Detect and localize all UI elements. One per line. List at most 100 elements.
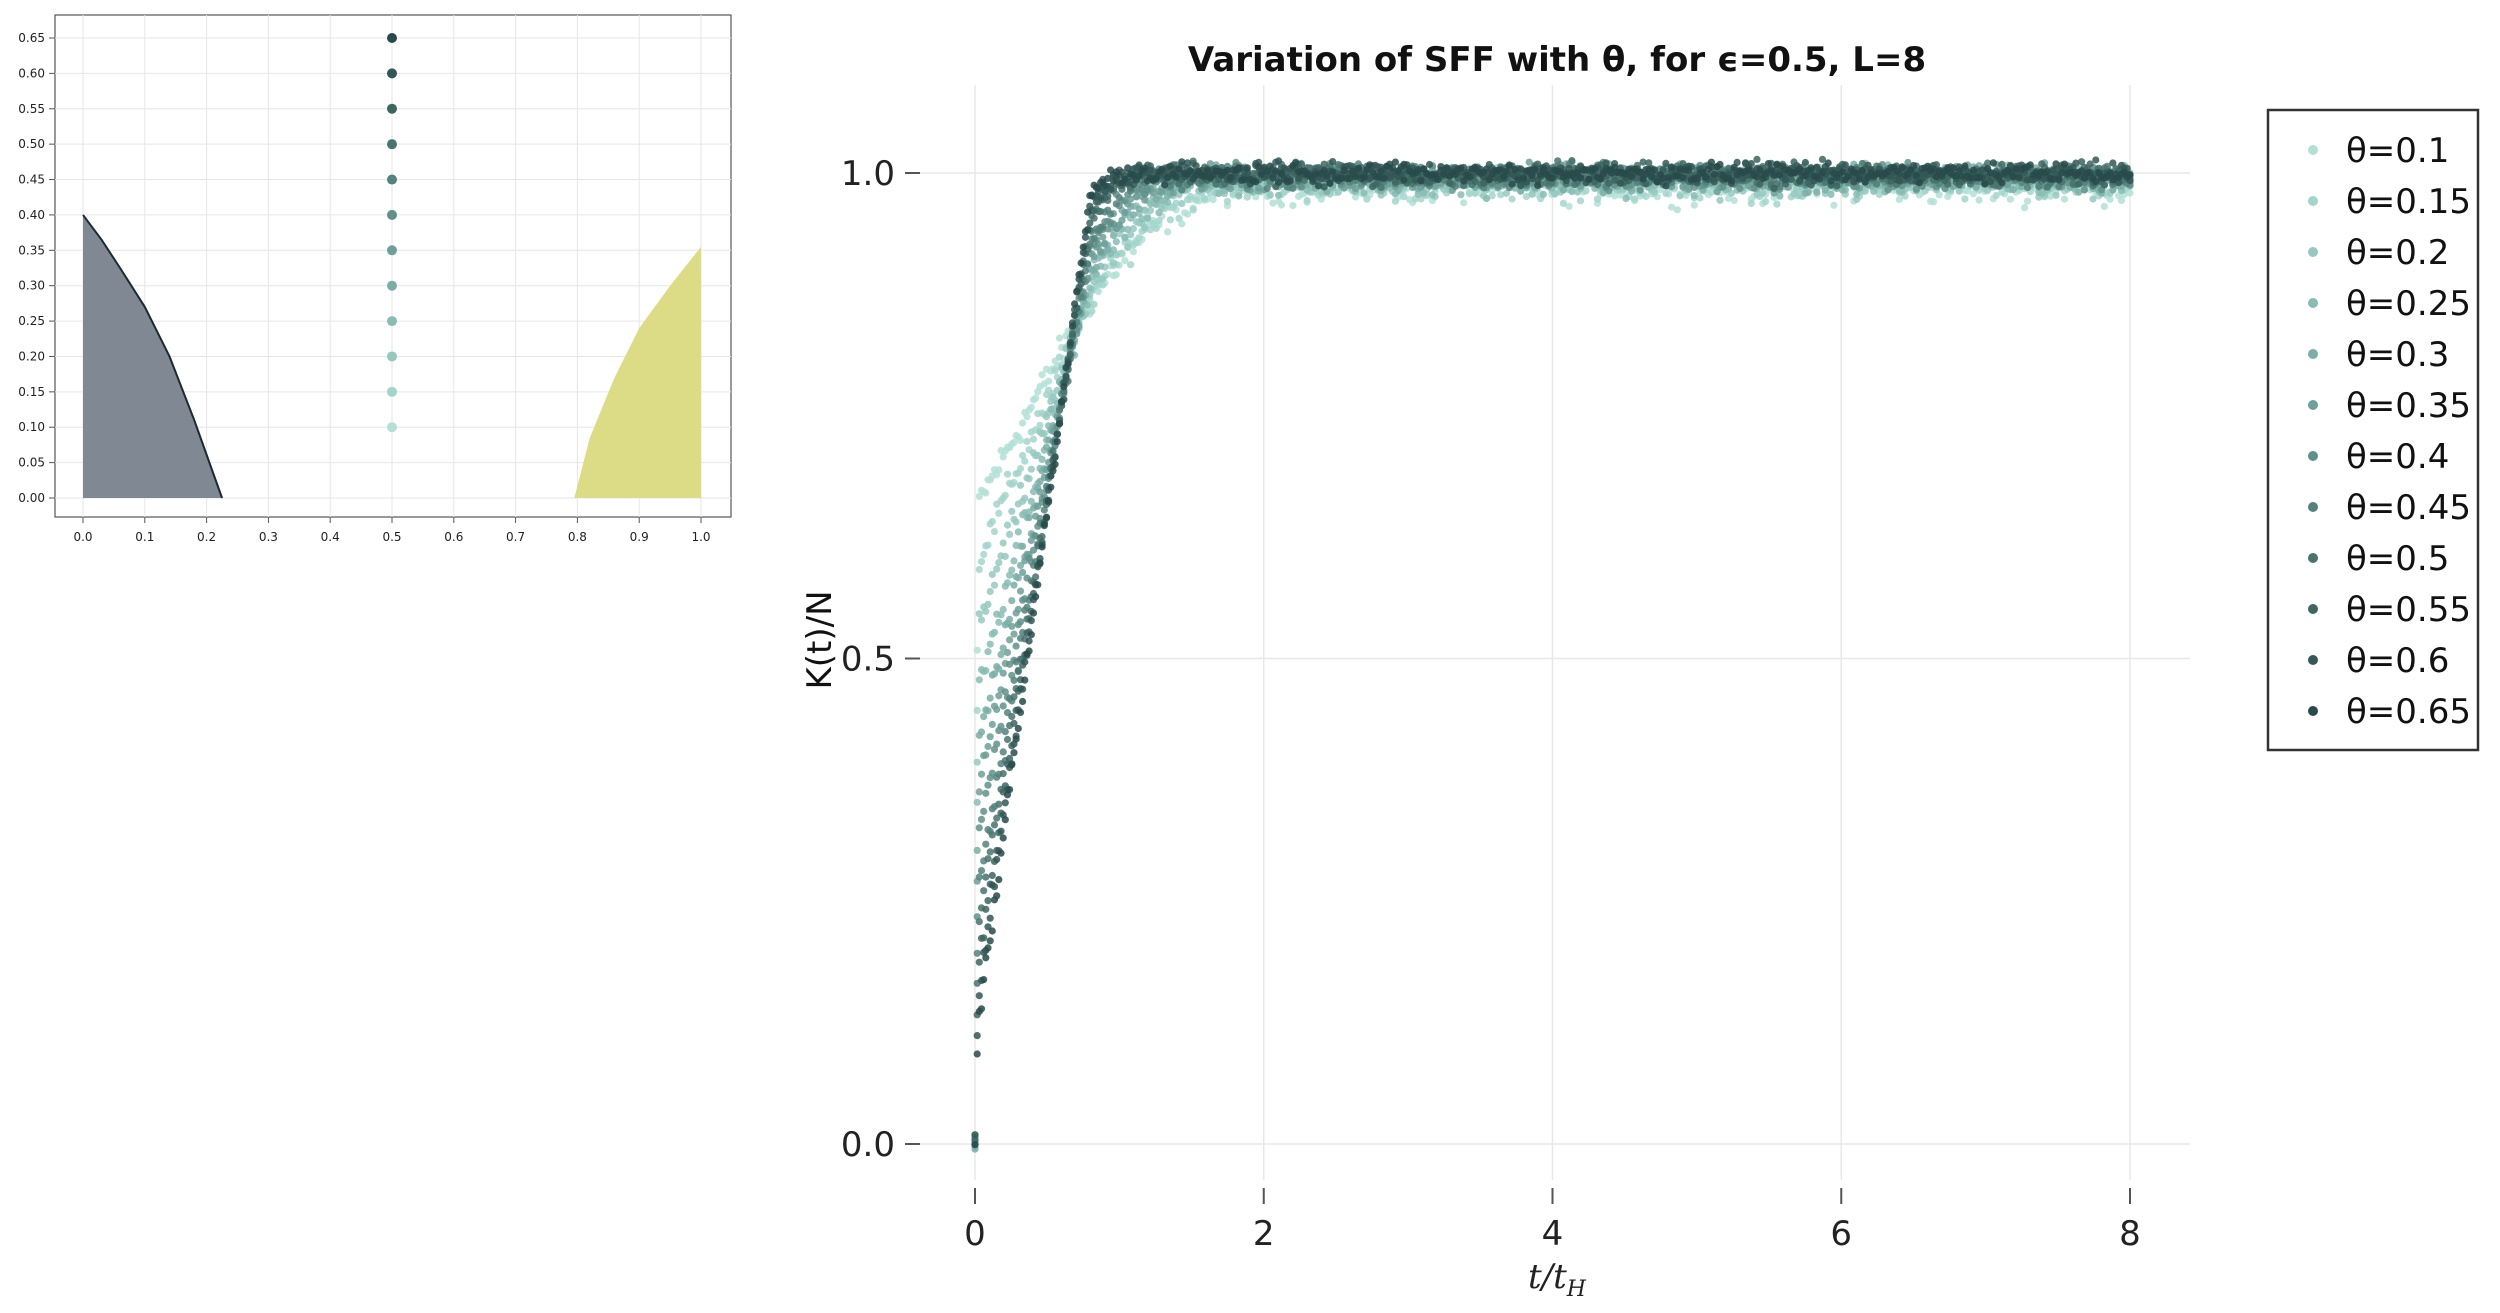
data-point <box>1008 712 1016 721</box>
data-point <box>2117 196 2126 204</box>
data-point <box>1047 483 1055 491</box>
data-point <box>1040 506 1048 514</box>
data-point <box>1175 214 1183 222</box>
data-point <box>1027 617 1035 625</box>
data-point <box>1736 184 1744 193</box>
data-point <box>1528 171 1536 179</box>
inset-theta-point <box>387 68 397 79</box>
data-point <box>2115 179 2123 187</box>
data-point <box>1099 223 1107 231</box>
data-point <box>1650 187 1659 195</box>
data-point <box>1998 188 2006 196</box>
data-point <box>1025 647 1033 655</box>
data-point <box>1019 542 1027 550</box>
data-point <box>993 855 1001 864</box>
data-point <box>1568 188 1576 196</box>
data-point <box>1010 479 1018 487</box>
data-point <box>1107 210 1115 218</box>
data-point <box>1158 165 1166 173</box>
data-point <box>1329 158 1337 166</box>
inset-y-tick-label: 0.25 <box>18 314 45 328</box>
inset-x-tick-label: 0.6 <box>444 530 463 544</box>
data-point <box>1770 184 1778 192</box>
data-point <box>1027 631 1035 639</box>
data-point <box>1021 494 1029 502</box>
data-point <box>1517 165 1525 173</box>
data-point <box>993 740 1001 748</box>
data-point <box>986 937 994 945</box>
data-point <box>988 871 996 880</box>
data-point <box>1115 172 1123 180</box>
data-point <box>1029 435 1038 443</box>
data-point <box>1576 197 1585 205</box>
data-point <box>1088 192 1096 200</box>
data-point <box>1542 179 1550 187</box>
data-point <box>1371 180 1379 189</box>
data-point <box>1482 194 1491 203</box>
data-point <box>1055 353 1064 361</box>
data-point <box>1975 196 1983 204</box>
data-point <box>1685 185 1693 193</box>
data-point <box>1223 197 1231 205</box>
data-point <box>1366 161 1374 169</box>
data-point <box>1104 174 1112 182</box>
data-point <box>1505 161 1513 169</box>
data-point <box>973 758 981 766</box>
data-point <box>1796 192 1804 200</box>
data-point <box>988 517 996 526</box>
data-point <box>1793 186 1801 194</box>
data-point <box>1032 593 1040 601</box>
data-point <box>1380 174 1388 182</box>
data-point <box>1690 201 1698 209</box>
data-point <box>1014 605 1022 614</box>
data-point <box>1827 190 1835 198</box>
data-point <box>1730 196 1738 205</box>
inset-y-tick-label: 0.05 <box>18 456 45 470</box>
data-point <box>984 648 992 656</box>
data-point <box>1144 214 1152 222</box>
inset-theta-point <box>387 422 397 433</box>
data-point <box>1559 186 1567 194</box>
data-point <box>1488 186 1496 195</box>
data-point <box>1502 189 1510 197</box>
data-point <box>999 605 1007 614</box>
data-point <box>995 509 1003 517</box>
data-point <box>1437 163 1445 171</box>
data-point <box>2006 195 2014 203</box>
data-point <box>977 815 986 824</box>
data-point <box>973 1032 981 1040</box>
data-point <box>990 628 999 636</box>
inset-x-tick-labels: 0.0 0.1 0.2 0.3 0.4 0.5 0.6 0.7 0.8 0.9 1.0 <box>73 530 710 544</box>
data-point <box>1759 189 1767 197</box>
data-point <box>1090 300 1098 308</box>
data-point <box>1425 160 1434 169</box>
data-point <box>1286 177 1294 185</box>
data-point <box>2100 202 2108 210</box>
data-point <box>1500 173 1508 181</box>
data-point <box>984 600 992 609</box>
data-point <box>1312 170 1320 178</box>
inset-theta-point <box>387 386 397 397</box>
data-point <box>1391 197 1399 205</box>
data-point <box>1434 175 1442 184</box>
data-point <box>1690 192 1698 200</box>
data-point <box>1121 208 1129 217</box>
data-point <box>1183 210 1192 218</box>
data-point <box>1141 196 1149 204</box>
data-point <box>1303 186 1311 194</box>
data-point <box>975 788 983 796</box>
data-point <box>1027 465 1035 473</box>
data-point <box>1884 186 1892 194</box>
data-point <box>1003 579 1012 587</box>
data-point <box>1346 175 1354 183</box>
data-point <box>1511 166 1519 174</box>
data-point <box>1747 160 1755 168</box>
data-point <box>1964 167 1972 176</box>
data-point <box>1337 174 1345 183</box>
data-point <box>1232 184 1240 192</box>
data-point <box>977 728 986 736</box>
data-point <box>971 1141 979 1149</box>
data-point <box>1252 178 1260 186</box>
data-point <box>1428 191 1436 199</box>
inset-y-tick-label: 0.50 <box>18 137 45 151</box>
